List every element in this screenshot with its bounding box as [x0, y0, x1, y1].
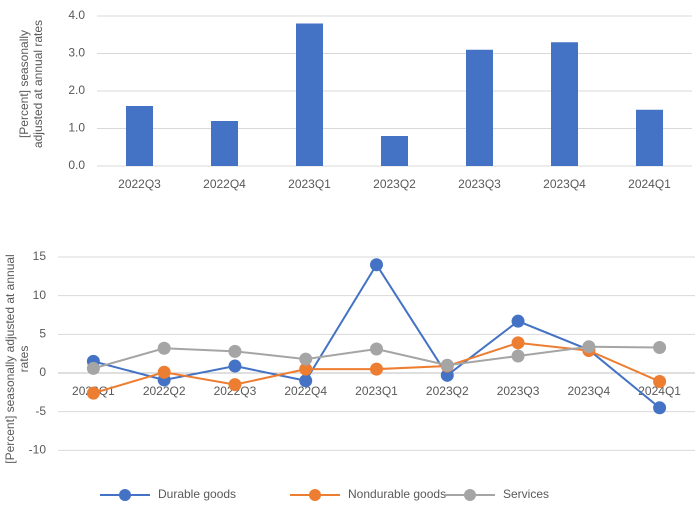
point: [86, 386, 100, 400]
point: [653, 340, 667, 354]
legend-marker: [119, 489, 131, 501]
x-tick-label: 2022Q4: [284, 384, 327, 398]
x-tick-label: 2023Q4: [543, 177, 586, 191]
point: [370, 362, 383, 376]
y-tick-label: 0: [39, 365, 46, 379]
point: [299, 362, 313, 376]
bar: [211, 121, 238, 166]
y-tick-label: 3.0: [68, 46, 85, 60]
point: [440, 358, 454, 372]
point: [511, 336, 525, 350]
x-tick-label: 2023Q3: [458, 177, 501, 191]
y-tick-label: -5: [35, 404, 46, 418]
x-tick-label: 2023Q2: [373, 177, 416, 191]
point: [228, 378, 242, 392]
y-tick-label: 0.0: [68, 158, 85, 172]
x-tick-label: 2024Q1: [628, 177, 671, 191]
x-tick-label: 2024Q1: [638, 384, 681, 398]
bar: [466, 49, 493, 166]
point: [157, 341, 171, 355]
point: [582, 340, 596, 354]
x-tick-label: 2023Q1: [355, 384, 398, 398]
y-tick-label: 2.0: [68, 83, 85, 97]
legend-marker: [464, 489, 476, 501]
y-axis-label: [Percent] seasonally adjusted at annual …: [3, 254, 31, 464]
y-tick-label: 4.0: [68, 8, 85, 22]
point: [228, 344, 242, 358]
legend-label: Durable goods: [158, 487, 236, 501]
x-tick-label: 2023Q2: [426, 384, 469, 398]
y-tick-label: 15: [33, 249, 47, 263]
x-tick-label: 2022Q4: [203, 177, 246, 191]
point: [653, 375, 667, 389]
y-tick-label: 5: [39, 327, 46, 341]
point: [511, 349, 525, 363]
y-tick-label: -10: [29, 443, 47, 457]
y-tick-label: 10: [33, 288, 47, 302]
point: [228, 359, 242, 373]
x-tick-label: 2022Q2: [143, 384, 186, 398]
point: [370, 258, 383, 272]
bar: [126, 106, 153, 166]
legend-label: Nondurable goods: [348, 487, 446, 501]
bar: [381, 136, 408, 166]
point: [299, 352, 313, 366]
point: [511, 314, 525, 328]
x-tick-label: 2022Q3: [214, 384, 257, 398]
x-tick-label: 2022Q3: [118, 177, 161, 191]
bar: [636, 109, 663, 166]
point: [299, 374, 313, 388]
point: [370, 342, 383, 356]
point: [86, 361, 100, 375]
point: [653, 401, 667, 415]
bar: [296, 23, 323, 166]
y-tick-label: 1.0: [68, 121, 85, 135]
y-axis-label: [Percent] seasonally adjusted at annual …: [17, 19, 45, 149]
x-tick-label: 2023Q4: [567, 384, 610, 398]
point: [440, 368, 454, 382]
bar: [551, 42, 578, 166]
x-tick-label: 2023Q1: [288, 177, 331, 191]
legend-marker: [309, 489, 321, 501]
x-tick-label: 2023Q3: [497, 384, 540, 398]
point: [157, 365, 171, 379]
legend-label: Services: [503, 487, 549, 501]
